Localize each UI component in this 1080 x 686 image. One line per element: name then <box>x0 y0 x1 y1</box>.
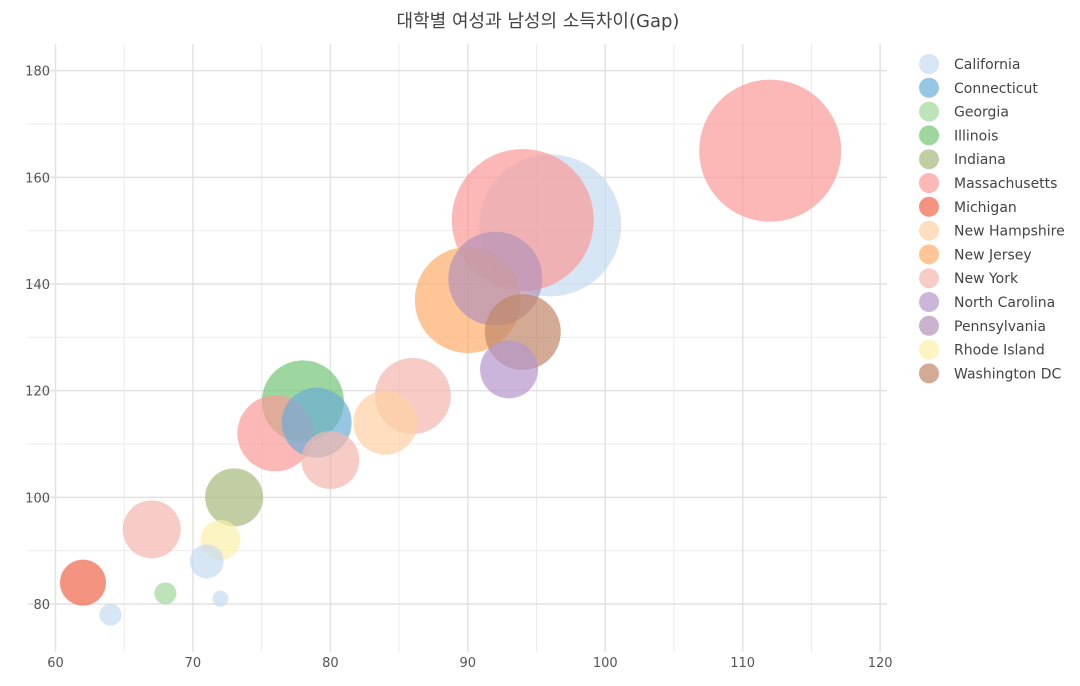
y-tick-label: 80 <box>33 598 50 613</box>
x-tick-label: 90 <box>460 656 477 671</box>
legend-label[interactable]: Rhode Island <box>954 343 1045 359</box>
legend-label[interactable]: Washington DC <box>954 366 1062 382</box>
legend: California Connecticut Georgia Illinois Indi… <box>919 54 1065 384</box>
x-tick-label: 110 <box>730 656 755 671</box>
bubble-new-hampshire[interactable] <box>353 390 418 455</box>
bubble-layer <box>59 79 842 626</box>
legend-label[interactable]: Illinois <box>954 128 998 144</box>
bubble-california[interactable] <box>212 590 229 607</box>
y-tick-label: 140 <box>25 278 50 293</box>
legend-label[interactable]: California <box>954 57 1020 73</box>
legend-marker[interactable] <box>919 196 939 217</box>
y-tick-label: 100 <box>25 491 50 506</box>
x-tick-label: 120 <box>868 656 893 671</box>
bubble-new-york[interactable] <box>301 431 360 489</box>
legend-marker[interactable] <box>919 149 939 170</box>
legend-marker[interactable] <box>919 268 939 289</box>
y-tick-label: 180 <box>25 65 50 80</box>
legend-marker[interactable] <box>919 315 939 336</box>
legend-marker[interactable] <box>919 339 939 360</box>
bubble-georgia[interactable] <box>154 582 177 605</box>
legend-label[interactable]: New York <box>954 271 1019 287</box>
legend-marker[interactable] <box>919 244 939 265</box>
legend-marker[interactable] <box>919 292 939 312</box>
axis-tick-labels: 60 70 80 90 100 110 120 80 100 120 140 160 180 <box>25 65 892 671</box>
legend-label[interactable]: Pennsylvania <box>954 319 1046 335</box>
bubble-michigan[interactable] <box>59 559 106 606</box>
y-tick-label: 160 <box>25 171 50 186</box>
legend-label[interactable]: North Carolina <box>954 295 1055 311</box>
legend-label[interactable]: Connecticut <box>954 81 1038 97</box>
bubble-massachusetts[interactable] <box>699 79 842 222</box>
y-tick-label: 120 <box>25 385 50 400</box>
legend-label[interactable]: New Hampshire <box>954 224 1065 240</box>
legend-marker[interactable] <box>919 220 939 241</box>
chart-title: 대학별 여성과 남성의 소득차이(Gap) <box>397 11 680 32</box>
legend-label[interactable]: Michigan <box>954 200 1017 216</box>
bubble-north-carolina[interactable] <box>480 340 539 399</box>
legend-label[interactable]: Massachusetts <box>954 176 1057 192</box>
legend-marker[interactable] <box>919 125 939 146</box>
x-tick-label: 80 <box>322 656 339 671</box>
legend-label[interactable]: Georgia <box>954 105 1009 121</box>
legend-marker[interactable] <box>919 173 939 193</box>
x-tick-label: 60 <box>47 656 64 671</box>
legend-label[interactable]: Indiana <box>954 152 1006 168</box>
legend-marker[interactable] <box>919 101 939 122</box>
bubble-new-york[interactable] <box>122 500 181 559</box>
legend-marker[interactable] <box>919 363 939 384</box>
bubble-indiana[interactable] <box>205 468 264 527</box>
legend-marker[interactable] <box>919 77 939 98</box>
x-tick-label: 70 <box>185 656 202 671</box>
legend-label[interactable]: New Jersey <box>954 247 1032 263</box>
bubble-california[interactable] <box>189 544 224 579</box>
x-tick-label: 100 <box>593 656 618 671</box>
legend-marker[interactable] <box>919 54 939 74</box>
bubble-california[interactable] <box>99 603 122 626</box>
